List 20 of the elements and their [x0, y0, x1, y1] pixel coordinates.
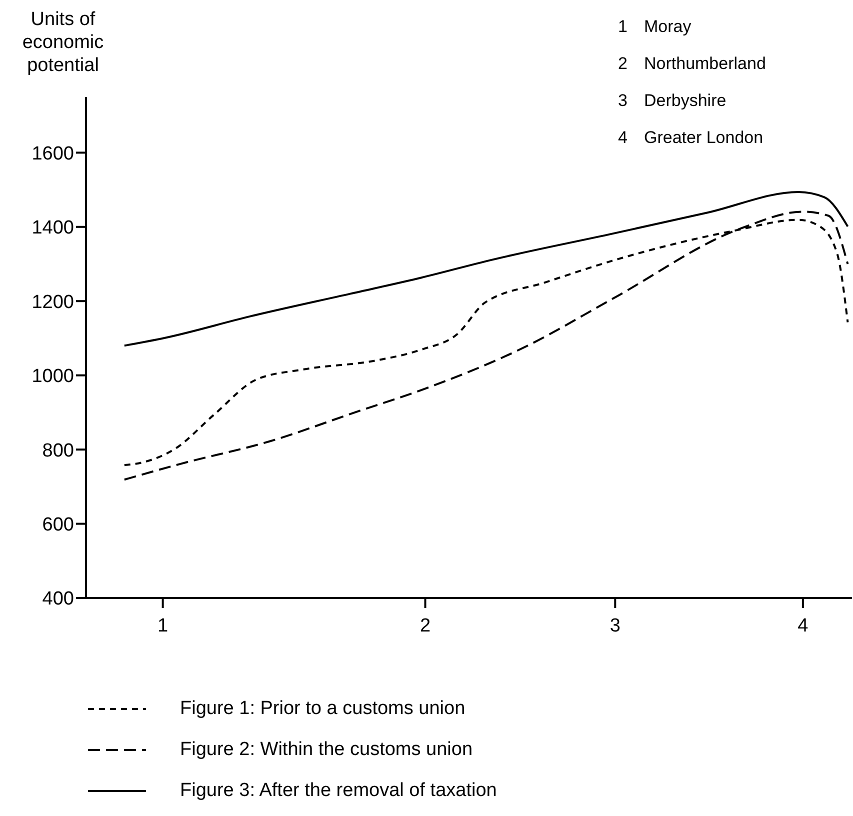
x-tick-label: 1 — [158, 615, 168, 636]
y-tick-label: 400 — [42, 588, 74, 610]
line-series — [123, 191, 849, 347]
y-tick-label: 600 — [42, 514, 74, 536]
x-tick-label: 4 — [798, 615, 809, 636]
x-tick-label: 2 — [420, 615, 431, 636]
y-tick-label: 1200 — [32, 292, 74, 313]
y-tick-label: 1600 — [32, 143, 74, 164]
text: 2 Northumberland — [618, 53, 766, 75]
text: 1 Moray — [618, 16, 692, 38]
y-tick-label: 1400 — [32, 218, 74, 239]
legend-label: Figure 2: Within the customs union — [180, 738, 473, 760]
annotation: 4 Greater London — [618, 127, 764, 149]
legend-label: Figure 1: Prior to a customs union — [180, 698, 466, 720]
annotation: 3 Derbyshire — [618, 90, 726, 112]
y-tick-label: 1000 — [32, 366, 74, 388]
y-axis-title: Units of economic potential — [21, 8, 105, 77]
x-tick-label: 3 — [610, 615, 620, 636]
legend-label: Figure 3: After the removal of taxation — [180, 780, 497, 802]
y-tick-label: 800 — [42, 440, 74, 462]
